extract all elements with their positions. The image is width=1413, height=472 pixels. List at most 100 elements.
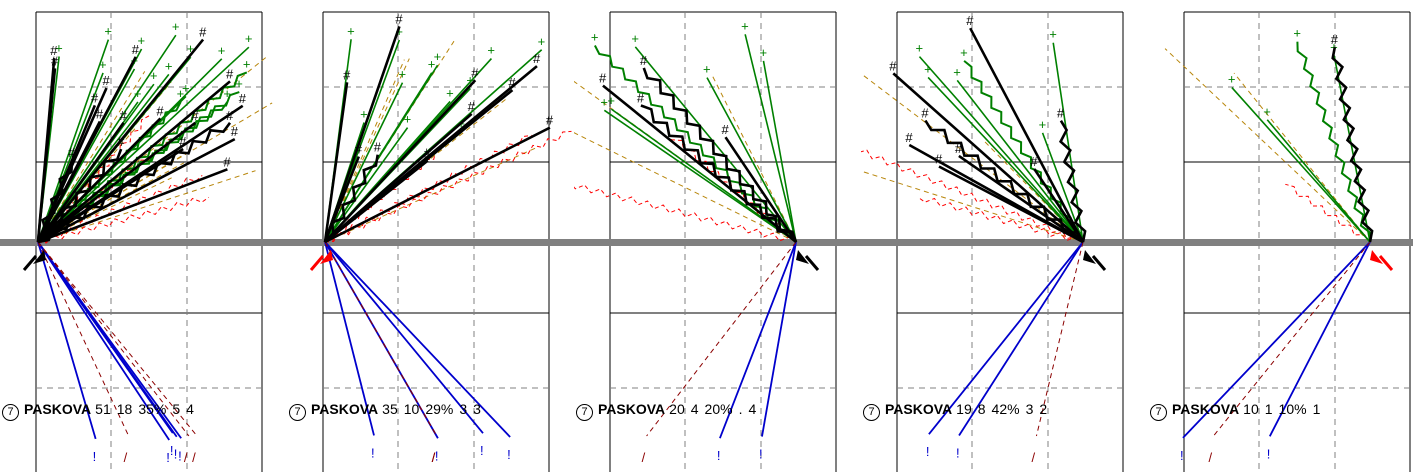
stat-value: 42% xyxy=(991,401,1020,417)
error-trajectory xyxy=(1268,241,1371,437)
in-play-marker: + xyxy=(104,24,112,39)
kill-trajectory xyxy=(324,112,473,243)
in-play-trajectory xyxy=(1231,87,1371,243)
in-play-marker: + xyxy=(235,76,243,91)
stat-value: 3 xyxy=(459,401,468,417)
player-stat-row: 7 PASKOVA 19 8 42% 3 2 xyxy=(863,401,1053,421)
stat-value: 2 xyxy=(1039,401,1048,417)
stat-value: 8 xyxy=(977,401,986,417)
kill-marker: # xyxy=(120,108,128,123)
error-trajectory xyxy=(37,241,97,440)
kill-marker: # xyxy=(966,13,974,28)
error-marker: ! xyxy=(178,448,182,463)
kill-trajectory xyxy=(36,56,137,243)
player-name: PASKOVA xyxy=(24,401,92,417)
out-trajectory xyxy=(574,132,797,243)
receiver-arrow-tail xyxy=(1091,255,1107,271)
in-play-trajectory xyxy=(324,127,409,243)
kill-marker: # xyxy=(508,75,516,90)
court-plot: !!!!//++++++++++++########## xyxy=(287,11,577,472)
in-play-marker: + xyxy=(245,31,253,46)
blocked-marker: / xyxy=(184,450,188,465)
kill-trajectory xyxy=(37,121,197,244)
stat-value: 1 xyxy=(1312,401,1321,417)
in-play-trajectory xyxy=(594,45,797,243)
in-play-marker: + xyxy=(404,112,412,127)
player-name: PASKOVA xyxy=(598,401,666,417)
error-marker: ! xyxy=(174,447,178,462)
error-marker: ! xyxy=(93,449,97,464)
kill-trajectory xyxy=(1058,120,1087,243)
player-name: PASKOVA xyxy=(311,401,379,417)
receiver-arrow-tail xyxy=(1378,255,1394,271)
rotation-panel: !! / + + + + + + # # # # # # # #7 PASKOVA 19 8 42% 3 2 xyxy=(861,0,1151,472)
in-play-marker: + xyxy=(395,24,403,39)
kill-marker: # xyxy=(889,58,897,73)
in-play-marker: + xyxy=(138,33,146,48)
in-play-marker: + xyxy=(924,61,932,76)
blocked-trajectory xyxy=(37,241,190,437)
kill-marker: # xyxy=(1057,106,1065,121)
kill-trajectory xyxy=(602,84,797,244)
kill-trajectory xyxy=(324,126,551,244)
stat-value: 35 xyxy=(382,401,398,417)
in-play-marker: + xyxy=(703,62,711,77)
in-play-marker: + xyxy=(434,49,442,64)
kill-marker: # xyxy=(905,130,913,145)
kill-marker: # xyxy=(955,141,963,156)
error-marker: ! xyxy=(926,444,930,459)
error-marker: ! xyxy=(435,448,439,463)
stat-value: 19 xyxy=(956,401,972,417)
in-play-trajectory xyxy=(918,56,1084,243)
in-play-trajectory xyxy=(927,76,1084,243)
in-play-marker: + xyxy=(466,72,474,87)
receiver-arrow-icon xyxy=(1083,250,1096,264)
kill-marker: # xyxy=(68,145,76,160)
kill-marker: # xyxy=(179,134,187,149)
dig-trajectory xyxy=(37,196,210,244)
stat-value: . xyxy=(738,401,743,417)
kill-trajectory xyxy=(958,154,1084,244)
kill-marker: # xyxy=(1030,154,1038,169)
rotation-panel: !! / + + + + + + + # # # #7 PASKOVA 20 4 20%. 4 xyxy=(574,0,864,472)
out-trajectory xyxy=(324,58,410,243)
in-play-marker: + xyxy=(398,67,406,82)
in-play-marker: + xyxy=(1330,39,1338,54)
out-trajectory xyxy=(324,146,540,243)
kill-trajectory xyxy=(1033,168,1085,243)
in-play-trajectory xyxy=(37,46,250,243)
court-plot: !!/+ +++++######## xyxy=(861,11,1151,472)
blocked-marker: / xyxy=(192,450,196,465)
error-marker: ! xyxy=(170,443,174,458)
kill-marker: # xyxy=(103,73,111,88)
kill-trajectory xyxy=(1331,46,1374,243)
in-play-marker: + xyxy=(1228,72,1236,87)
in-play-marker: + xyxy=(741,18,749,33)
kill-marker: # xyxy=(199,25,207,40)
in-play-trajectory xyxy=(603,109,797,243)
out-trajectory xyxy=(37,177,172,243)
in-play-trajectory xyxy=(37,39,110,243)
kill-trajectory xyxy=(642,67,798,243)
kill-marker: # xyxy=(343,67,351,82)
in-play-marker: + xyxy=(134,86,142,101)
receiver-arrow-icon xyxy=(796,250,809,264)
in-play-marker: + xyxy=(243,56,251,71)
kill-marker: # xyxy=(156,103,164,118)
in-play-marker: + xyxy=(600,94,608,109)
stat-value: 18 xyxy=(116,401,133,417)
in-play-marker: + xyxy=(1263,104,1271,119)
in-play-marker: + xyxy=(915,41,923,56)
receiver-arrow-icon xyxy=(1370,250,1383,264)
net-band xyxy=(287,239,577,246)
error-marker: ! xyxy=(1180,448,1184,463)
kill-trajectory xyxy=(37,147,184,244)
stat-value: 20% xyxy=(704,401,733,417)
kill-marker: # xyxy=(637,91,645,106)
in-play-trajectory xyxy=(37,34,177,243)
error-trajectory xyxy=(928,241,1084,435)
rotation-panel: !!!!!///+++++++++++++++++###############… xyxy=(0,0,290,472)
player-stat-row: 7 PASKOVA 35 10 29% 3 3 xyxy=(289,401,487,421)
dig-trajectory xyxy=(861,149,1084,243)
